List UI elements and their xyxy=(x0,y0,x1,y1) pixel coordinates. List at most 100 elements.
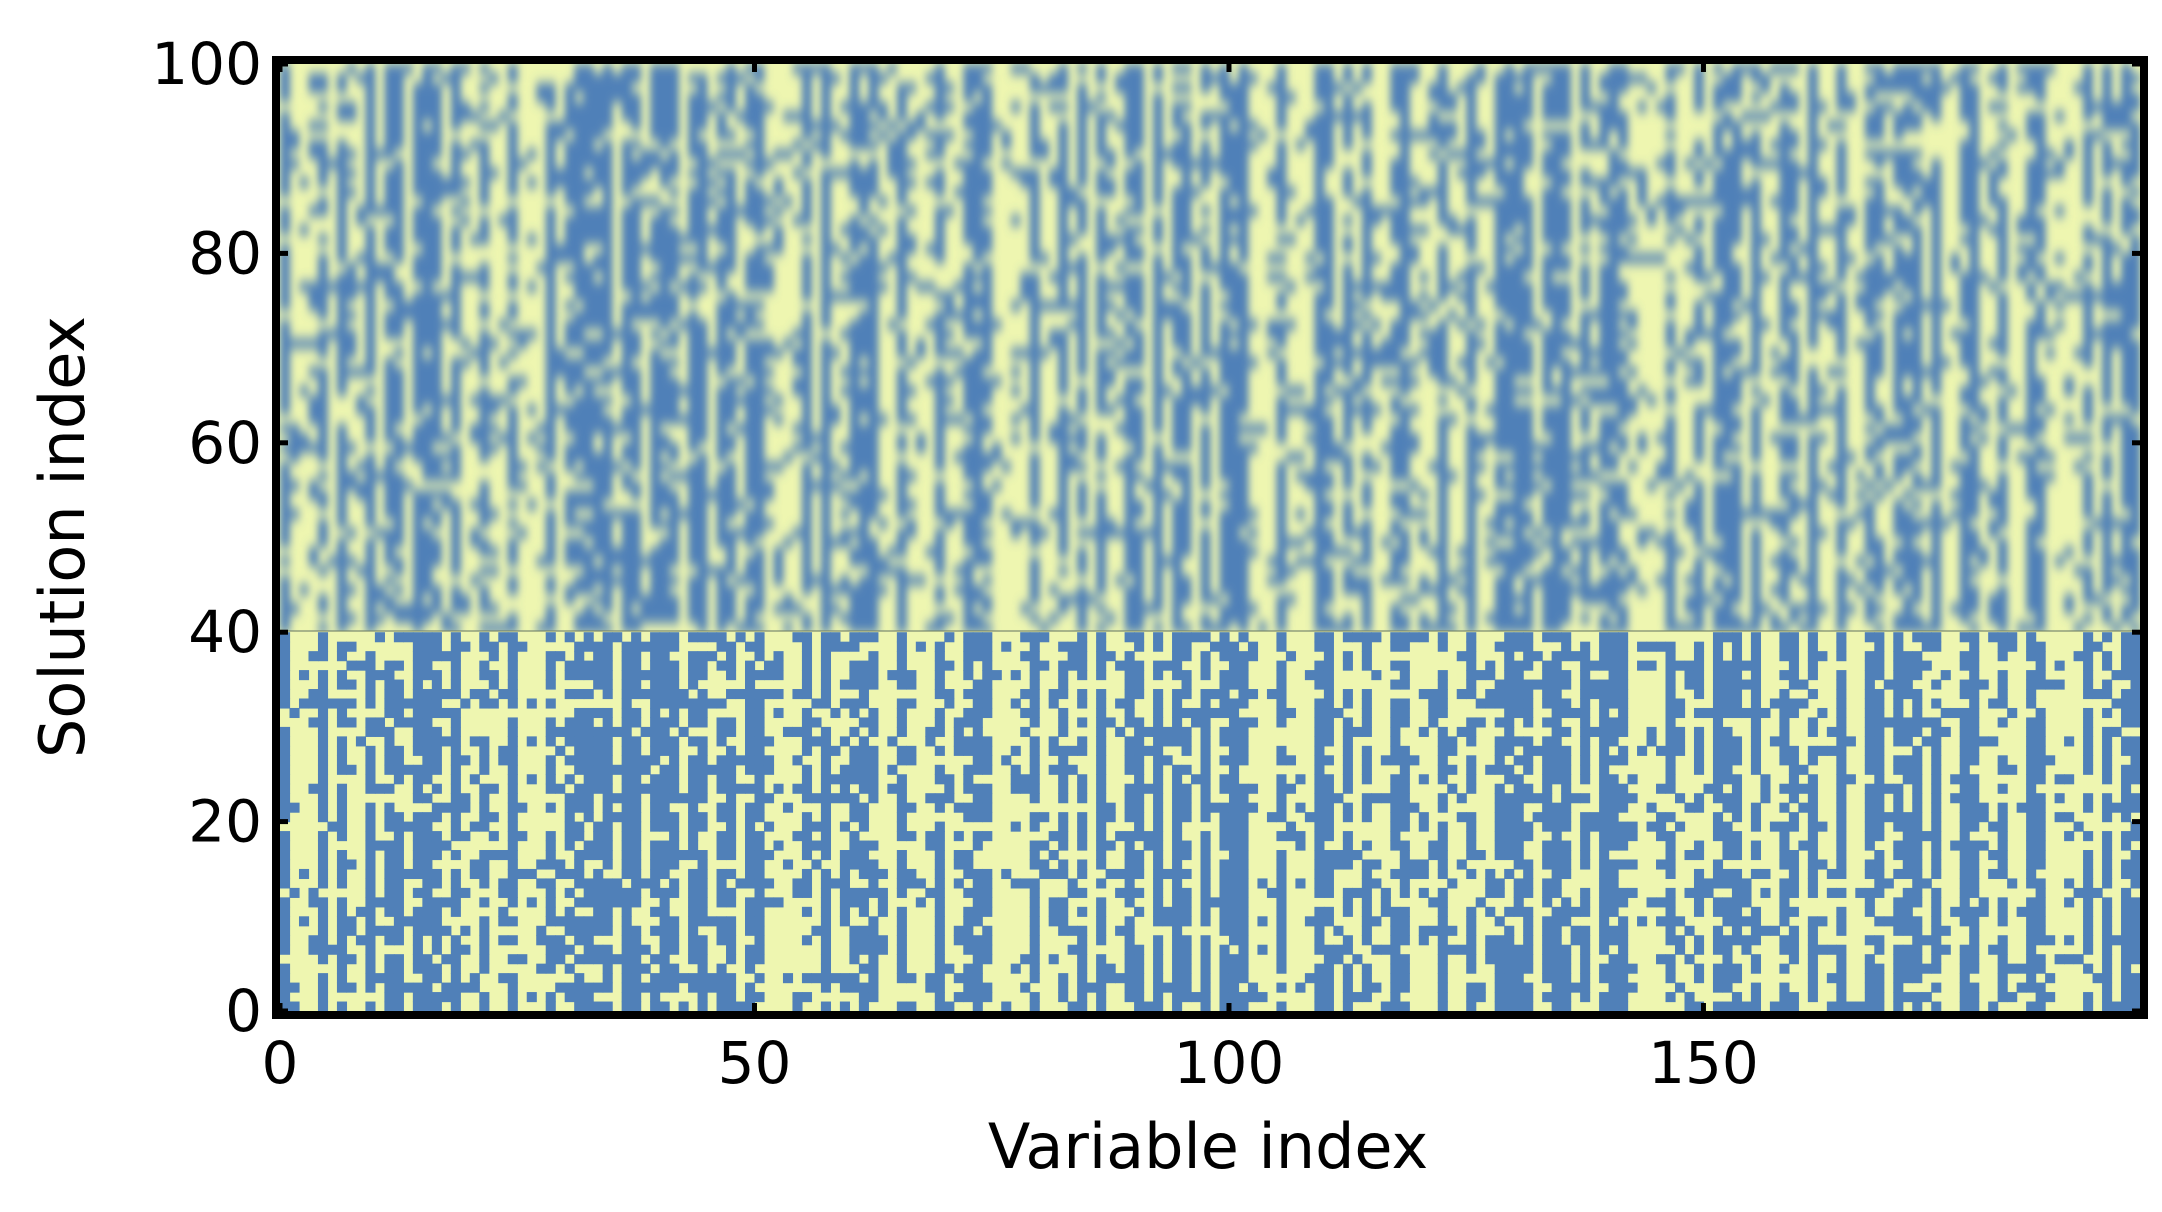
heatmap-cell xyxy=(1276,92,1287,103)
heatmap-cell xyxy=(1428,120,1439,131)
heatmap-cell xyxy=(1599,300,1610,311)
heatmap-cell xyxy=(1361,518,1372,529)
heatmap-cell xyxy=(431,385,442,397)
heatmap-cell xyxy=(697,168,708,179)
heatmap-cell xyxy=(631,385,642,397)
heatmap-cell xyxy=(479,158,490,169)
heatmap-cell xyxy=(1836,253,1847,264)
heatmap-cell xyxy=(1542,158,1553,169)
heatmap-cell xyxy=(1276,139,1287,150)
heatmap-cell xyxy=(1001,461,1012,472)
heatmap-cell xyxy=(583,613,594,624)
heatmap-cell xyxy=(564,215,575,226)
heatmap-cell xyxy=(384,385,395,397)
heatmap-cell xyxy=(1864,499,1875,510)
heatmap-cell xyxy=(839,509,850,520)
heatmap-cell xyxy=(1712,480,1724,491)
heatmap-cell xyxy=(336,348,348,359)
heatmap-cell xyxy=(621,442,632,453)
heatmap-cell xyxy=(336,367,348,378)
heatmap-cell xyxy=(1618,357,1629,368)
heatmap-cell xyxy=(1798,499,1809,510)
heatmap-cell xyxy=(1599,130,1610,141)
heatmap-cell xyxy=(593,376,604,387)
heatmap-cell xyxy=(1561,291,1572,302)
heatmap-cell xyxy=(716,622,727,631)
heatmap-cell xyxy=(754,64,765,75)
heatmap-cell xyxy=(963,177,974,188)
heatmap-cell xyxy=(1418,329,1429,340)
heatmap-cell xyxy=(1096,622,1107,631)
heatmap-cell xyxy=(659,168,670,179)
heatmap-cell xyxy=(1618,291,1629,302)
heatmap-cell xyxy=(1228,509,1240,520)
heatmap-cell xyxy=(1485,518,1496,529)
heatmap-cell xyxy=(773,187,784,198)
heatmap-cell xyxy=(564,111,575,122)
heatmap-cell xyxy=(621,73,632,84)
heatmap-cell xyxy=(450,149,461,160)
heatmap-cell xyxy=(384,291,395,302)
heatmap-cell xyxy=(650,442,661,453)
heatmap-cell xyxy=(1580,139,1591,150)
heatmap-cell xyxy=(1494,120,1505,131)
heatmap-cell xyxy=(1181,120,1192,131)
heatmap-cell xyxy=(298,177,310,188)
heatmap-cell xyxy=(441,613,452,624)
heatmap-cell xyxy=(934,452,945,463)
heatmap-cell xyxy=(820,490,832,501)
heatmap-cell xyxy=(431,177,442,188)
heatmap-cell xyxy=(1504,414,1515,425)
heatmap-cell xyxy=(422,168,433,179)
heatmap-cell xyxy=(412,82,423,94)
heatmap-cell xyxy=(1513,528,1524,539)
heatmap-cell xyxy=(1228,404,1240,415)
heatmap-cell xyxy=(1390,528,1401,539)
heatmap-cell xyxy=(773,177,784,188)
heatmap-cell xyxy=(1826,120,1837,131)
heatmap-cell xyxy=(536,262,547,273)
heatmap-cell xyxy=(1153,442,1164,453)
heatmap-cell xyxy=(773,603,784,614)
heatmap-cell xyxy=(422,509,433,520)
heatmap-cell xyxy=(1523,338,1534,349)
heatmap-cell xyxy=(1523,414,1534,425)
heatmap-cell xyxy=(801,92,813,103)
heatmap-cell xyxy=(1219,187,1230,198)
heatmap-cell xyxy=(1219,376,1230,387)
heatmap-cell xyxy=(640,613,651,624)
heatmap-cell xyxy=(1361,594,1372,605)
heatmap-cell xyxy=(1096,575,1107,586)
heatmap-cell xyxy=(450,499,461,510)
heatmap-cell xyxy=(1228,168,1240,179)
heatmap-cell xyxy=(801,575,813,586)
heatmap-cell xyxy=(1390,130,1401,141)
heatmap-cell xyxy=(1010,367,1021,378)
heatmap-cell xyxy=(298,584,310,595)
heatmap-cell xyxy=(953,281,964,292)
heatmap-cell xyxy=(1096,385,1107,397)
heatmap-cell xyxy=(1266,177,1278,188)
heatmap-cell xyxy=(1096,64,1107,75)
heatmap-cell xyxy=(1817,139,1828,150)
heatmap-cell xyxy=(1181,433,1192,444)
heatmap-cell xyxy=(1693,499,1705,510)
heatmap-cell xyxy=(336,490,348,501)
heatmap-cell xyxy=(1380,348,1391,359)
heatmap-cell xyxy=(1029,73,1040,84)
heatmap-cell xyxy=(365,357,376,368)
heatmap-cell xyxy=(1817,433,1828,444)
heatmap-cell xyxy=(1731,291,1743,302)
heatmap-cell xyxy=(754,471,765,482)
heatmap-cell xyxy=(1807,565,1818,576)
heatmap-cell xyxy=(745,594,756,605)
heatmap-cell xyxy=(1096,376,1107,387)
heatmap-cell xyxy=(982,319,993,330)
heatmap-cell xyxy=(365,613,376,624)
heatmap-cell xyxy=(1352,196,1363,207)
heatmap-cell xyxy=(412,518,423,529)
heatmap-cell xyxy=(1418,509,1429,520)
heatmap-cell xyxy=(963,395,974,406)
heatmap-cell xyxy=(1665,367,1676,378)
heatmap-cell xyxy=(1323,575,1334,586)
